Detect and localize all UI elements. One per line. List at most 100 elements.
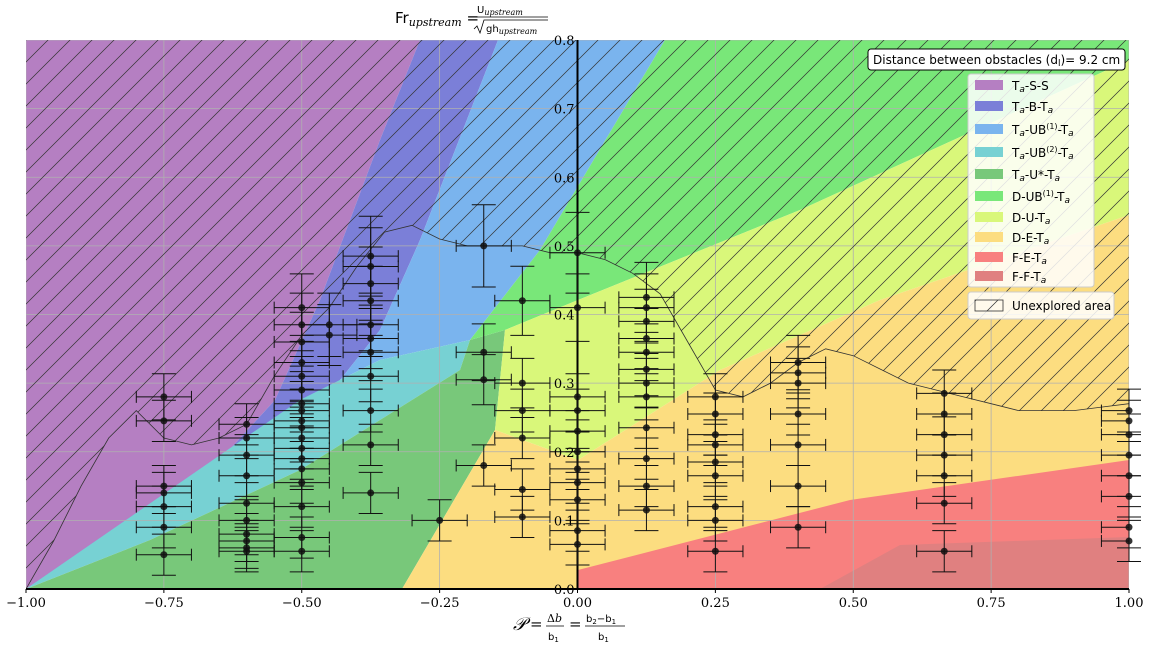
y-tick-label: 0.4	[554, 309, 575, 324]
svg-text:Distance between obstacles (dl: Distance between obstacles (dl)= 9.2 cm	[873, 53, 1120, 69]
svg-text:D-U-Ta: D-U-Ta	[1012, 211, 1050, 227]
data-marker	[367, 407, 375, 415]
data-marker	[794, 441, 802, 449]
data-point	[618, 464, 675, 508]
data-point	[494, 495, 551, 539]
data-point	[549, 273, 606, 342]
data-marker	[518, 513, 526, 521]
data-point	[135, 533, 192, 576]
data-marker	[480, 348, 488, 356]
data-point	[549, 523, 606, 566]
y-tick-label: 0.6	[554, 171, 575, 186]
data-marker	[518, 297, 526, 305]
data-marker	[518, 434, 526, 442]
data-marker	[574, 540, 581, 548]
data-point	[411, 499, 468, 542]
data-marker	[298, 503, 306, 511]
legend-item-ta-b-ta: Ta-B-Ta	[975, 100, 1053, 116]
x-tick-label: 0.75	[977, 596, 1006, 611]
legend-item-d-ub1-ta: D-UB(1)-Ta	[975, 189, 1070, 206]
data-point	[301, 304, 358, 367]
x-tick-labels: −1.00 −0.75 −0.50 −0.25 0.00 0.25 0.50 0.75 1.00	[6, 589, 1143, 611]
legend-item-unexplored: Unexplored area	[974, 299, 1111, 313]
data-point	[135, 399, 192, 442]
data-point	[770, 506, 827, 549]
y-tick-label: 0.8	[554, 34, 575, 49]
data-marker	[794, 523, 802, 531]
data-marker	[642, 393, 650, 401]
legend-item-ta-ub2-ta: Ta-UB(2)-Ta	[975, 145, 1074, 162]
data-marker	[940, 499, 948, 507]
data-marker	[160, 393, 168, 401]
legend-item-ta-s-s: Ta-S-S	[975, 79, 1049, 95]
legend-item-ta-ub1-ta: Ta-UB(1)-Ta	[975, 122, 1074, 139]
data-point	[494, 357, 551, 409]
data-marker	[711, 472, 719, 480]
data-marker	[940, 547, 948, 555]
legend-item-f-f-ta: F-F-Ta	[975, 270, 1046, 286]
data-point	[916, 530, 973, 573]
region-f-f-ta	[820, 537, 1129, 589]
data-marker	[518, 485, 526, 493]
legend-box-unexplored	[967, 291, 1115, 320]
title-numerator: Uupstream	[477, 5, 523, 17]
data-marker	[367, 372, 375, 380]
svg-text:Ta-UB(2)-Ta: Ta-UB(2)-Ta	[1011, 145, 1074, 162]
svg-text:Ta-UB(1)-Ta: Ta-UB(1)-Ta	[1011, 122, 1074, 139]
y-tick-label: 0.1	[554, 514, 575, 529]
svg-text:D-UB(1)-Ta: D-UB(1)-Ta	[1012, 189, 1070, 206]
data-marker	[480, 242, 488, 250]
svg-text:Δb: Δb	[547, 612, 562, 625]
y-tick-label: 0.3	[554, 377, 575, 392]
data-marker	[642, 455, 650, 463]
x-tick-label: 1.00	[1115, 596, 1144, 611]
data-marker	[480, 461, 488, 469]
data-point	[455, 354, 512, 406]
y-tick-label: 0.7	[554, 103, 575, 118]
x-tick-label: −0.50	[282, 596, 322, 611]
x-axis-label: 𝒫 = Δb b1 = b2−b1 b1	[513, 612, 625, 644]
data-point	[618, 406, 675, 449]
data-marker	[325, 331, 333, 339]
svg-text:Ta-S-S: Ta-S-S	[1011, 79, 1049, 95]
title-fr: Frupstream =	[395, 9, 479, 29]
data-marker	[1125, 537, 1133, 545]
x-tick-label: 0.50	[839, 596, 868, 611]
data-marker	[298, 547, 306, 555]
data-marker	[794, 379, 802, 387]
data-point	[273, 485, 330, 528]
chart-title: Frupstream = Uupstream ghupstream	[395, 5, 548, 36]
data-marker	[436, 516, 444, 524]
region-ta-u-star-ta	[26, 330, 505, 589]
data-marker	[160, 417, 168, 425]
legend: Ta-S-S Ta-B-Ta Ta-UB(1)-Ta Ta-UB(2)-Ta T…	[967, 73, 1115, 320]
data-point	[687, 530, 744, 573]
data-points	[135, 204, 1141, 576]
data-marker	[243, 472, 251, 480]
x-tick-label: 0.25	[701, 596, 730, 611]
data-marker	[642, 424, 650, 432]
data-marker	[711, 516, 719, 524]
data-marker	[794, 410, 802, 418]
data-marker	[642, 506, 650, 514]
svg-text:b2−b1: b2−b1	[586, 614, 616, 626]
svg-text:F-F-Ta: F-F-Ta	[1012, 270, 1046, 286]
data-point	[342, 471, 399, 515]
data-marker	[518, 407, 526, 415]
data-marker	[243, 547, 251, 555]
data-point	[1100, 519, 1141, 563]
svg-text:=: =	[569, 615, 582, 633]
data-marker	[574, 249, 581, 257]
data-point	[916, 482, 973, 525]
data-marker	[1125, 492, 1133, 500]
data-point	[549, 211, 606, 294]
data-point	[342, 350, 399, 403]
data-marker	[794, 482, 802, 490]
data-marker	[160, 551, 168, 559]
svg-text:𝒫: 𝒫	[513, 614, 531, 635]
data-marker	[298, 479, 306, 487]
svg-text:b1: b1	[598, 632, 609, 644]
data-marker	[574, 496, 581, 504]
legend-item-d-e-ta: D-E-Ta	[975, 231, 1049, 247]
data-marker	[160, 523, 168, 531]
